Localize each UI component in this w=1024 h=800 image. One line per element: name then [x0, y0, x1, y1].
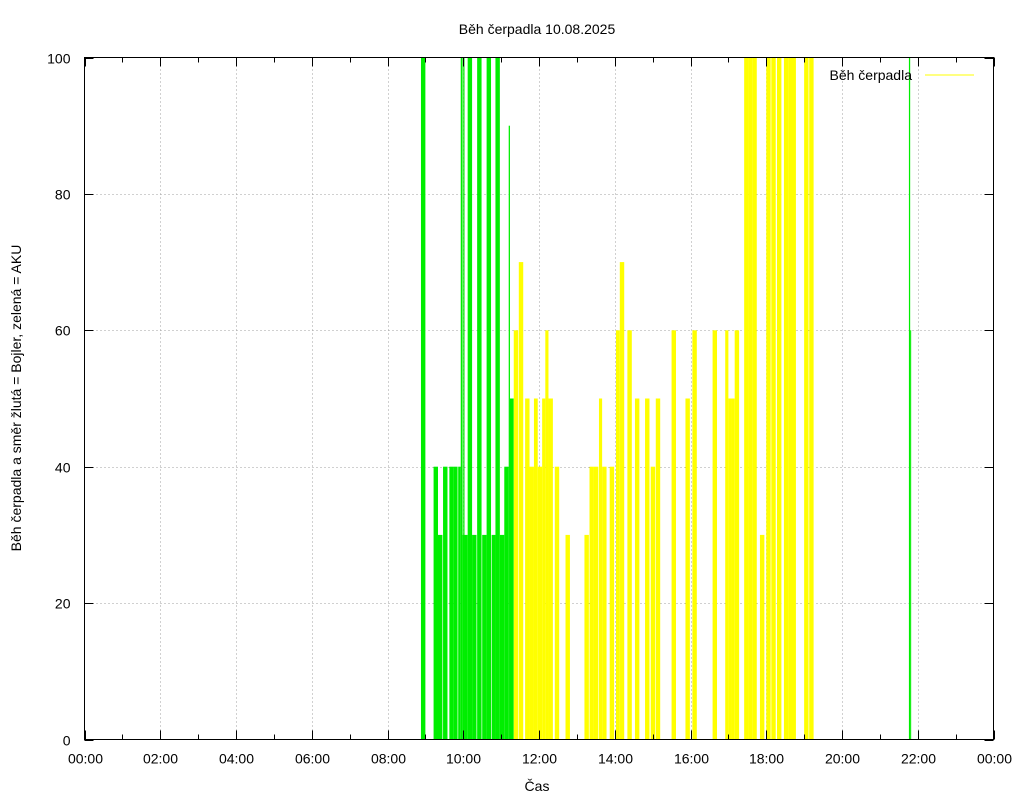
pump-bar: [804, 57, 809, 740]
pump-bar: [433, 466, 438, 740]
pump-bar: [593, 466, 599, 740]
pump-bar: [655, 398, 661, 740]
pump-bar: [504, 466, 509, 740]
pump-bar: [602, 466, 607, 740]
pump-bar: [783, 57, 789, 740]
pump-bar: [499, 534, 505, 740]
pump-bar: [759, 534, 765, 740]
axis-ticks: [84, 57, 995, 741]
x-tick-label: 18:00: [749, 751, 784, 767]
y-tick-label: 20: [55, 596, 71, 612]
pump-bar: [467, 57, 473, 740]
pump-bar: [420, 57, 426, 740]
pump-bar: [443, 466, 448, 740]
x-tick-label: 10:00: [446, 751, 481, 767]
pump-bar: [744, 57, 749, 740]
x-tick-label: 12:00: [522, 751, 557, 767]
x-axis-label: Čas: [525, 778, 550, 794]
pump-bar: [731, 398, 735, 740]
pump-bar: [771, 57, 776, 740]
pump-bar: [616, 330, 620, 740]
pump-bar: [453, 466, 458, 740]
pump-bar: [472, 534, 477, 740]
pump-bar: [766, 57, 771, 740]
x-tick-label: 00:00: [977, 751, 1012, 767]
chart-title: Běh čerpadla 10.08.2025: [459, 21, 616, 37]
pump-bar: [712, 330, 718, 740]
pump-bar: [463, 57, 465, 740]
pump-bar: [776, 57, 782, 740]
y-tick-label: 80: [55, 187, 71, 203]
pump-bar: [525, 398, 530, 740]
pump-bar: [548, 398, 553, 740]
x-tick-label: 06:00: [295, 751, 330, 767]
pump-bar: [565, 534, 570, 740]
pump-bar: [449, 466, 454, 740]
y-tick-label: 60: [55, 323, 71, 339]
pump-bar: [908, 57, 911, 740]
pump-bar: [752, 57, 757, 740]
pump-bar: [460, 57, 463, 740]
pump-bar: [634, 398, 640, 740]
pump-bar: [584, 534, 589, 740]
pump-bar: [791, 57, 796, 740]
legend: Běh čerpadla: [829, 67, 974, 83]
pump-bar: [728, 398, 732, 740]
pump-bar: [609, 466, 615, 740]
pump-bar: [788, 57, 792, 740]
y-tick-label: 40: [55, 460, 71, 476]
pump-bar: [650, 466, 656, 740]
pump-bar: [671, 330, 676, 740]
x-tick-label: 02:00: [143, 751, 178, 767]
pump-bar: [464, 534, 468, 740]
pump-bar: [537, 466, 543, 740]
x-tick-label: 08:00: [371, 751, 406, 767]
x-tick-label: 04:00: [219, 751, 254, 767]
pump-bar: [809, 57, 814, 740]
pump-bar: [627, 330, 632, 740]
pump-bar: [545, 330, 549, 740]
data-bars: [420, 57, 912, 740]
pump-bar: [518, 262, 524, 740]
pump-bar: [533, 398, 538, 740]
pump-bar: [685, 398, 690, 740]
pump-bar: [491, 534, 496, 740]
pump-bar: [482, 534, 487, 740]
y-axis-label: Běh čerpadla a směr žlutá = Bojler, zele…: [8, 245, 24, 552]
x-tick-label: 22:00: [901, 751, 936, 767]
pump-bar: [748, 57, 753, 740]
pump-bar: [542, 398, 546, 740]
pump-bar: [486, 57, 492, 740]
pump-bar: [529, 466, 534, 740]
pump-bar: [692, 330, 697, 740]
pump-bar: [508, 125, 510, 740]
pump-bar: [619, 262, 625, 740]
pump-bar: [589, 466, 594, 740]
x-tick-label: 20:00: [825, 751, 860, 767]
x-tick-label: 00:00: [68, 751, 103, 767]
pump-bar: [645, 398, 650, 740]
x-tick-label: 16:00: [674, 751, 709, 767]
y-tick-labels: 0 20 40 60 80 100: [47, 51, 71, 749]
y-tick-label: 0: [63, 733, 71, 749]
pump-bar: [554, 466, 560, 740]
legend-label: Běh čerpadla: [829, 67, 912, 83]
pump-bar: [598, 398, 603, 740]
pump-bar: [462, 534, 464, 740]
pump-bar: [458, 466, 461, 740]
pump-bar: [910, 330, 912, 740]
pump-bar: [509, 398, 514, 740]
pump-bar: [734, 330, 740, 740]
pump-bar: [495, 57, 500, 740]
x-tick-labels: 00:00 02:00 04:00 06:00 08:00 10:00 12:00 14:00…: [68, 751, 1012, 767]
y-tick-label: 100: [47, 51, 71, 67]
pump-bar: [477, 57, 482, 740]
pump-bar: [513, 330, 519, 740]
x-tick-label: 14:00: [598, 751, 633, 767]
pump-bar: [725, 330, 729, 740]
pump-bar: [438, 534, 443, 740]
